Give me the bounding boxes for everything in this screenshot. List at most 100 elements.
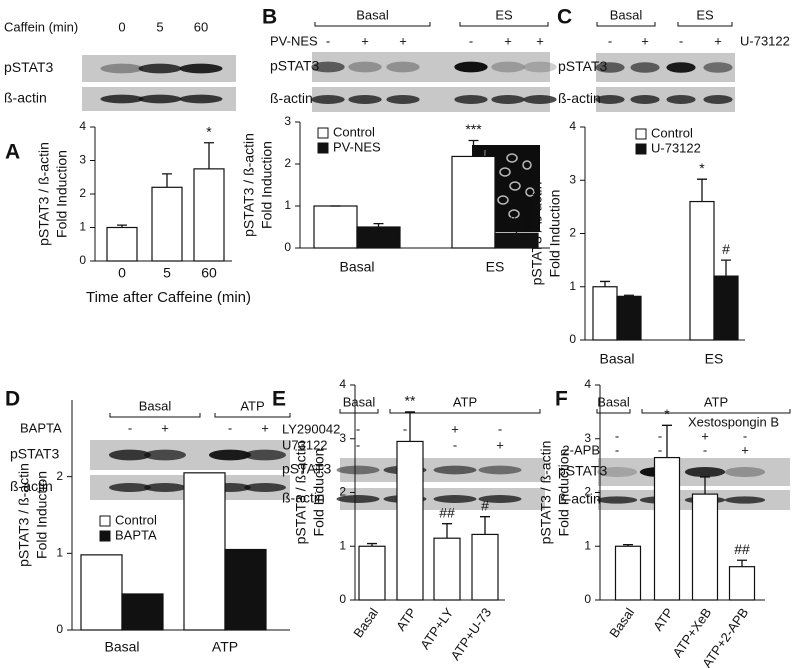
- blot-band: [454, 61, 488, 73]
- treatment-sign: +: [504, 33, 512, 48]
- blot-band: [491, 95, 525, 104]
- group-bracket: [314, 22, 431, 27]
- x-tick-label: ES: [705, 351, 724, 367]
- group-bracket: [641, 409, 791, 414]
- y-tick-label: 3: [79, 153, 86, 167]
- treatment-sign: +: [261, 420, 269, 435]
- panel: A Caffein (min) 0 5 60 pSTAT3 ß-actin 0 1 2 3 4 pSTA…: [4, 19, 251, 306]
- band-label: pSTAT3: [4, 59, 53, 75]
- bar: [80, 554, 123, 631]
- group-bracket: [596, 22, 656, 27]
- y-axis-label: Fold Induction: [556, 449, 572, 537]
- treatment-sign: -: [356, 421, 360, 436]
- blot-band: [179, 94, 223, 104]
- blot-strip: [312, 52, 550, 82]
- blot-band: [348, 61, 382, 73]
- error-bar: [697, 178, 707, 202]
- y-tick-label: 1: [569, 279, 576, 293]
- treatment-sign: -: [498, 421, 502, 436]
- band-label: ß-actin: [10, 478, 53, 494]
- blot-band: [433, 465, 477, 475]
- bar: [713, 275, 739, 341]
- x-tick-label: ATP+LY: [417, 605, 456, 652]
- treatment-label: BAPTA: [20, 420, 62, 435]
- bar: [616, 295, 642, 341]
- group-label: ATP: [240, 398, 264, 413]
- panel: EBasalATPLY290042--+-U73122---+pSTAT3ß-a…: [272, 377, 545, 663]
- x-tick-label: ATP: [393, 605, 419, 634]
- blot-band: [523, 95, 557, 104]
- treatment-sign: +: [399, 33, 407, 48]
- legend-swatch: [635, 143, 647, 155]
- legend-label: BAPTA: [115, 527, 157, 542]
- bar: [691, 493, 719, 601]
- treatment-sign: -: [658, 442, 662, 457]
- error-bar: [162, 173, 172, 188]
- treatment-sign: -: [615, 442, 619, 457]
- treatment-sign: 5: [156, 19, 163, 34]
- y-axis-label: pSTAT3 / ß-actin: [241, 133, 257, 237]
- bar: [653, 456, 681, 601]
- x-axis-label: Time after Caffeine (min): [86, 289, 251, 306]
- group-label: ATP: [453, 394, 477, 409]
- treatment-label: Caffein (min): [4, 19, 78, 34]
- blot-band: [109, 483, 151, 492]
- group-label: Basal: [597, 394, 630, 409]
- error-bar: [204, 142, 214, 169]
- treatment-sign: +: [161, 420, 169, 435]
- blot-band: [630, 95, 660, 104]
- x-tick-label: Basal: [339, 259, 374, 275]
- y-axis-label: Fold Induction: [34, 471, 50, 559]
- blot-band: [433, 495, 477, 503]
- treatment-sign: -: [469, 33, 473, 48]
- treatment-label: U-73122: [740, 33, 790, 48]
- bar: [396, 440, 424, 601]
- treatment-sign: -: [356, 437, 360, 452]
- blot-band: [595, 62, 625, 73]
- y-tick-label: 3: [584, 431, 591, 445]
- band-label: pSTAT3: [10, 446, 59, 462]
- band-label: pSTAT3: [558, 463, 607, 479]
- blot-band: [523, 61, 557, 73]
- blot-band: [703, 95, 733, 104]
- error-bar: [623, 543, 633, 547]
- treatment-sign: -: [128, 420, 132, 435]
- legend-swatch: [317, 142, 329, 154]
- y-tick-label: 2: [56, 469, 63, 483]
- blot-band: [666, 62, 696, 73]
- blot-band: [100, 63, 144, 74]
- blot-band: [724, 466, 766, 478]
- blot-band: [138, 94, 182, 104]
- blot-band: [478, 495, 522, 503]
- band-label: pSTAT3: [270, 58, 319, 74]
- blot-band: [596, 496, 638, 504]
- group-bracket: [214, 413, 291, 418]
- blot-band: [144, 483, 186, 492]
- error-bar: [511, 230, 522, 234]
- blot-band: [209, 449, 251, 461]
- group-label: Basal: [610, 7, 643, 22]
- treatment-sign: +: [451, 421, 459, 436]
- x-tick-label: Basal: [606, 605, 637, 640]
- panel-letter: E: [272, 388, 286, 411]
- y-tick-label: 2: [79, 186, 86, 200]
- treatment-sign: +: [714, 33, 722, 48]
- blot-band: [311, 61, 345, 73]
- bar: [614, 545, 642, 601]
- bar: [224, 548, 267, 631]
- blot-band: [595, 95, 625, 104]
- error-bar: [367, 542, 377, 547]
- significance-label: #: [481, 497, 489, 513]
- group-label: Basal: [343, 394, 376, 409]
- treatment-label: Xestospongin B: [688, 414, 779, 429]
- treatment-sign: 60: [194, 19, 208, 34]
- panel-letter: F: [555, 388, 568, 411]
- blot-band: [336, 465, 380, 475]
- treatment-label: 2-APB: [562, 442, 600, 457]
- significance-label: *: [699, 160, 705, 176]
- x-tick-label: Basal: [104, 639, 139, 655]
- error-bar: [721, 259, 731, 277]
- band-label: ß-actin: [270, 90, 313, 106]
- treatment-sign: +: [641, 33, 649, 48]
